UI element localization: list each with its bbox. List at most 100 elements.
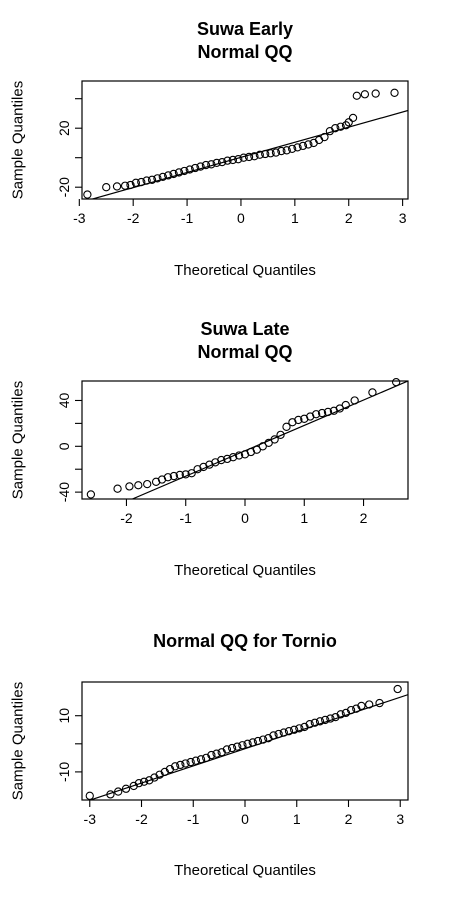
qq-point: [191, 163, 200, 173]
qq-point: [277, 146, 286, 156]
qq-point: [142, 176, 151, 185]
qq-point: [352, 91, 361, 100]
x-tick-label: -3: [84, 811, 97, 827]
chart-title-line: Suwa Late: [200, 319, 289, 339]
qq-point: [298, 141, 308, 151]
y-tick-label: -10: [56, 762, 72, 782]
y-axis-label: Sample Quantiles: [10, 682, 27, 800]
x-tick-label: 0: [237, 210, 245, 226]
qq-point: [393, 684, 402, 694]
qq-point: [120, 181, 130, 190]
y-tick-label: 20: [56, 120, 72, 136]
x-tick-label: 1: [293, 811, 301, 827]
qq-point: [270, 435, 279, 444]
qq-point: [106, 790, 115, 799]
qq-point: [243, 739, 252, 748]
qq-panel-2: Suwa Late Normal QQ -2 -1 0 1 2 -40 0 40 Theoretic…: [10, 319, 409, 579]
qq-point: [326, 714, 335, 723]
qq-point: [187, 469, 196, 478]
qq-point: [294, 415, 303, 425]
qq-point: [360, 90, 370, 99]
qq-point: [341, 400, 350, 410]
qq-point: [102, 183, 111, 192]
qq-point: [346, 705, 356, 715]
qq-point: [282, 422, 291, 431]
qq-point: [169, 169, 178, 179]
qq-panel-3: Normal QQ for Tornio-3 -2 -1 0 1 2 3-1010Theor…: [10, 631, 409, 879]
chart-title-line: Normal QQ: [197, 342, 292, 362]
qq-point: [335, 404, 344, 413]
x-tick-label: 1: [300, 510, 308, 526]
qq-point: [175, 470, 184, 480]
qq-point: [336, 122, 345, 131]
qq-point: [176, 760, 185, 770]
qq-point: [266, 149, 275, 158]
qq-point: [217, 157, 227, 167]
qq-point: [239, 153, 248, 162]
qq-point: [164, 171, 173, 180]
plot-frame: [81, 380, 409, 500]
qq-point: [233, 742, 242, 751]
qq-point: [228, 155, 238, 165]
qq-point: [186, 757, 195, 767]
qq-point: [238, 741, 247, 750]
qq-point: [196, 755, 206, 764]
qq-panel-1: Suwa Early Normal QQ -3 -2 -1 0 1 2 3 -20 20 Theore…: [10, 19, 409, 279]
qq-point: [310, 718, 320, 727]
chart-title-line: Normal QQ for Tornio: [153, 631, 337, 651]
qq-point: [252, 445, 262, 454]
qq-point: [295, 724, 304, 733]
qq-point: [207, 160, 216, 169]
x-axis-label: Theoretical Quantiles: [174, 562, 316, 579]
qq-point: [126, 180, 135, 190]
qq-point: [228, 453, 238, 462]
qq-point: [274, 729, 283, 739]
chart-title-line: Normal QQ: [197, 42, 292, 62]
qq-point: [196, 162, 205, 171]
qq-point: [169, 471, 179, 481]
x-axis-label: Theoretical Quantiles: [174, 262, 316, 279]
qq-point: [341, 121, 351, 130]
qq-point: [375, 698, 384, 708]
qq-point: [261, 149, 270, 159]
qq-point: [390, 88, 399, 97]
x-tick-label: -2: [127, 210, 140, 226]
qq-point: [212, 158, 221, 168]
plot-frame: [81, 80, 409, 200]
qq-point: [365, 700, 374, 709]
x-tick-label: -1: [180, 510, 193, 526]
qq-point: [258, 735, 268, 744]
qq-point: [311, 410, 321, 419]
x-tick-label: -2: [120, 510, 133, 526]
y-tick-label: -40: [56, 482, 72, 502]
y-axis-label: Sample Quantiles: [10, 81, 27, 199]
y-tick-label: 40: [56, 392, 72, 408]
qq-point: [131, 178, 141, 187]
qq-point: [284, 727, 294, 736]
qq-point: [305, 719, 314, 729]
qq-point: [134, 481, 143, 490]
qq-point: [304, 140, 313, 149]
x-tick-label: 2: [345, 811, 353, 827]
qq-point: [368, 388, 377, 397]
qq-point: [264, 438, 273, 448]
qq-point: [331, 124, 340, 133]
x-tick-label: -1: [181, 210, 194, 226]
qq-point: [293, 143, 302, 152]
qq-point: [336, 710, 345, 719]
qq-point: [137, 177, 146, 187]
qq-point: [320, 132, 329, 142]
qq-point: [113, 484, 122, 493]
x-tick-label: 1: [291, 210, 299, 226]
qq-point: [86, 490, 96, 499]
qq-point: [158, 172, 167, 182]
qq-point: [139, 777, 149, 786]
qq-point: [163, 473, 173, 482]
qq-point: [269, 731, 278, 740]
data-points: [83, 88, 399, 199]
qq-point: [315, 717, 325, 726]
qq-point: [271, 148, 281, 157]
x-tick-label: 2: [345, 210, 353, 226]
qq-point: [217, 455, 226, 465]
